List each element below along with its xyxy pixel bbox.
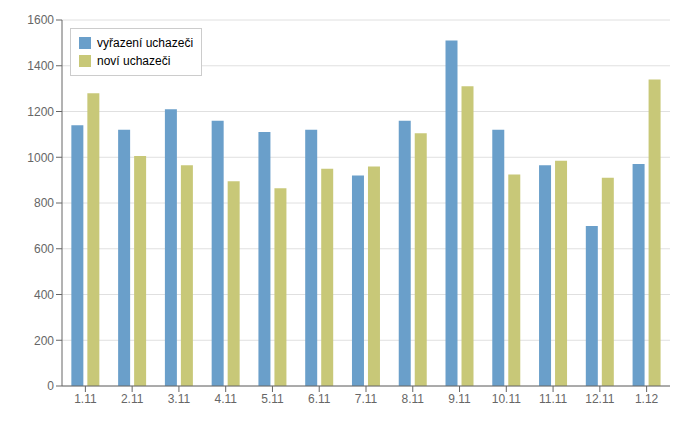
svg-text:1400: 1400 (27, 59, 54, 73)
svg-text:400: 400 (34, 288, 54, 302)
svg-text:9.11: 9.11 (448, 392, 471, 406)
svg-text:7.11: 7.11 (355, 392, 378, 406)
svg-text:8.11: 8.11 (402, 392, 425, 406)
svg-text:2.11: 2.11 (121, 392, 144, 406)
svg-text:10.11: 10.11 (492, 392, 521, 406)
svg-text:600: 600 (34, 242, 54, 256)
svg-text:800: 800 (34, 196, 54, 210)
svg-text:200: 200 (34, 334, 54, 348)
svg-text:1.11: 1.11 (74, 392, 97, 406)
svg-text:4.11: 4.11 (214, 392, 237, 406)
svg-text:1000: 1000 (27, 151, 54, 165)
svg-text:5.11: 5.11 (261, 392, 284, 406)
svg-text:1.12: 1.12 (635, 392, 659, 406)
svg-text:3.11: 3.11 (168, 392, 191, 406)
svg-text:0: 0 (47, 379, 54, 393)
html-text:noví uchazeči: noví uchazeči (97, 54, 171, 68)
html-text:vyřazení uchazeči: vyřazení uchazeči (97, 36, 193, 50)
svg-text:6.11: 6.11 (308, 392, 331, 406)
svg-text:1200: 1200 (27, 105, 54, 119)
svg-text:12.11: 12.11 (585, 392, 614, 406)
svg-text:1600: 1600 (27, 13, 54, 27)
svg-text:11.11: 11.11 (539, 392, 568, 406)
